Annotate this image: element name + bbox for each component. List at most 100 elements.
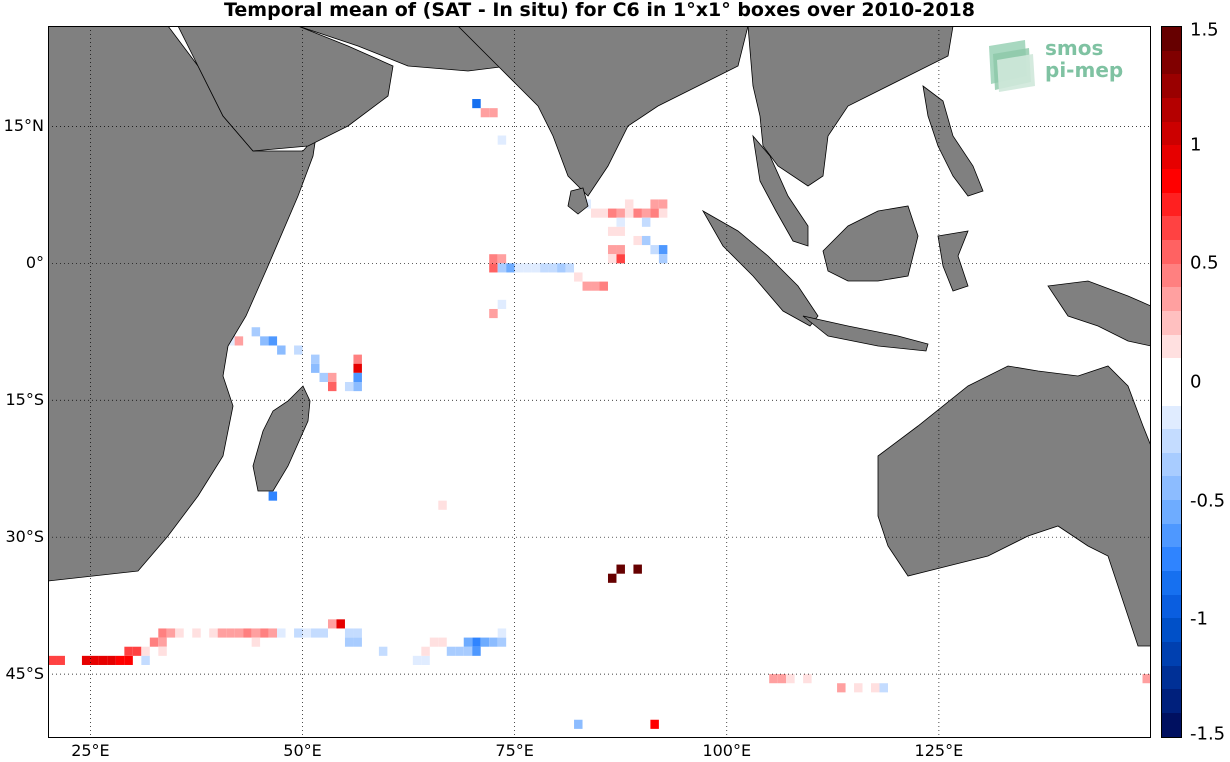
data-cell bbox=[268, 491, 278, 501]
data-cell bbox=[497, 637, 507, 647]
data-cell bbox=[658, 254, 668, 264]
data-cell bbox=[480, 637, 490, 647]
australia-landmass bbox=[877, 365, 1151, 647]
colorbar-segment bbox=[1162, 713, 1181, 737]
colorbar-segment bbox=[1162, 594, 1181, 619]
colorbar-segment bbox=[1162, 476, 1181, 501]
data-cell bbox=[251, 637, 261, 647]
colorbar-segment bbox=[1162, 571, 1181, 595]
data-cell bbox=[616, 208, 625, 218]
india-landmass bbox=[457, 26, 749, 197]
data-cell bbox=[311, 628, 320, 638]
data-cell bbox=[158, 646, 167, 656]
data-cell bbox=[158, 628, 167, 638]
map-plot bbox=[48, 26, 1151, 738]
data-cell bbox=[777, 674, 787, 684]
data-cell bbox=[489, 308, 498, 319]
colorbar-segment bbox=[1162, 50, 1181, 75]
data-cell bbox=[124, 646, 133, 656]
colorbar-tick-label: 0.5 bbox=[1190, 252, 1219, 274]
data-cell bbox=[879, 683, 888, 693]
data-cell bbox=[472, 637, 481, 647]
data-cell bbox=[871, 683, 880, 693]
data-cell bbox=[294, 628, 303, 638]
data-cell bbox=[463, 637, 473, 647]
data-cell bbox=[854, 683, 863, 693]
latitude-tick-label: 30°S bbox=[5, 527, 44, 547]
data-cell bbox=[319, 628, 328, 638]
latitude-tick-label: 15°S bbox=[5, 390, 44, 410]
data-cell bbox=[226, 628, 235, 638]
data-cell bbox=[438, 637, 447, 647]
longitude-tick-label: 75°E bbox=[495, 741, 534, 760]
colorbar-segment bbox=[1162, 145, 1181, 169]
data-cell bbox=[650, 245, 659, 255]
colorbar-segment bbox=[1162, 429, 1181, 453]
land-layer bbox=[48, 26, 1151, 647]
data-cell bbox=[472, 646, 481, 656]
data-cell bbox=[650, 719, 659, 729]
data-cell bbox=[132, 646, 142, 656]
data-cell bbox=[548, 263, 558, 273]
colorbar-segment bbox=[1162, 239, 1181, 264]
data-cell bbox=[141, 655, 150, 665]
data-cell bbox=[158, 637, 167, 647]
cell-layer bbox=[48, 99, 1151, 729]
data-cell bbox=[438, 500, 447, 510]
data-cell bbox=[803, 674, 812, 684]
data-cell bbox=[209, 628, 218, 638]
smos-pimep-logo: smos pi-mep bbox=[985, 36, 1135, 96]
colorbar-segment bbox=[1162, 618, 1181, 643]
data-cell bbox=[455, 646, 464, 656]
colorbar-segment bbox=[1162, 310, 1181, 335]
colorbar-segment bbox=[1162, 334, 1181, 359]
colorbar-segment bbox=[1162, 452, 1181, 477]
data-cell bbox=[565, 263, 575, 273]
data-cell bbox=[497, 135, 507, 145]
colorbar-segment bbox=[1162, 168, 1181, 193]
colorbar-segment bbox=[1162, 121, 1181, 146]
data-cell bbox=[489, 637, 498, 647]
data-cell bbox=[149, 637, 159, 647]
data-cell bbox=[344, 382, 354, 392]
colorbar-tick-label: 0 bbox=[1190, 371, 1202, 393]
sulawesi-landmass bbox=[937, 230, 969, 292]
data-cell bbox=[277, 628, 286, 638]
data-cell bbox=[786, 674, 795, 684]
data-cell bbox=[429, 637, 439, 647]
data-cell bbox=[769, 674, 778, 684]
data-cell bbox=[327, 372, 337, 382]
colorbar-tick-label: 1.5 bbox=[1190, 19, 1219, 41]
data-cell bbox=[353, 382, 362, 392]
map-frame bbox=[48, 26, 1151, 738]
data-cell bbox=[624, 199, 634, 209]
colorbar-segment bbox=[1162, 263, 1181, 288]
data-cell bbox=[217, 628, 227, 638]
data-cell bbox=[302, 628, 312, 638]
longitude-tick-label: 100°E bbox=[702, 741, 752, 760]
colorbar-segment bbox=[1162, 500, 1181, 524]
data-cell bbox=[472, 99, 481, 109]
data-cell bbox=[412, 655, 422, 665]
colorbar bbox=[1161, 26, 1182, 738]
data-cell bbox=[353, 628, 362, 638]
data-cell bbox=[658, 208, 668, 218]
data-cell bbox=[260, 336, 269, 346]
latitude-tick-label: 0° bbox=[25, 253, 44, 273]
data-cell bbox=[489, 108, 498, 118]
data-cell bbox=[557, 263, 566, 273]
data-cell bbox=[353, 372, 362, 382]
data-cell bbox=[311, 363, 320, 373]
data-cell bbox=[141, 646, 150, 656]
data-cell bbox=[344, 637, 354, 647]
iran-landmass bbox=[297, 26, 519, 72]
colorbar-segment bbox=[1162, 358, 1181, 382]
data-cell bbox=[658, 199, 668, 209]
data-cell bbox=[633, 208, 642, 218]
malay-peninsula-landmass bbox=[752, 134, 809, 247]
indochina-landmass bbox=[747, 26, 954, 187]
data-cell bbox=[633, 564, 642, 574]
data-cell bbox=[540, 263, 549, 273]
data-cell bbox=[294, 345, 303, 355]
data-cell bbox=[658, 245, 668, 255]
